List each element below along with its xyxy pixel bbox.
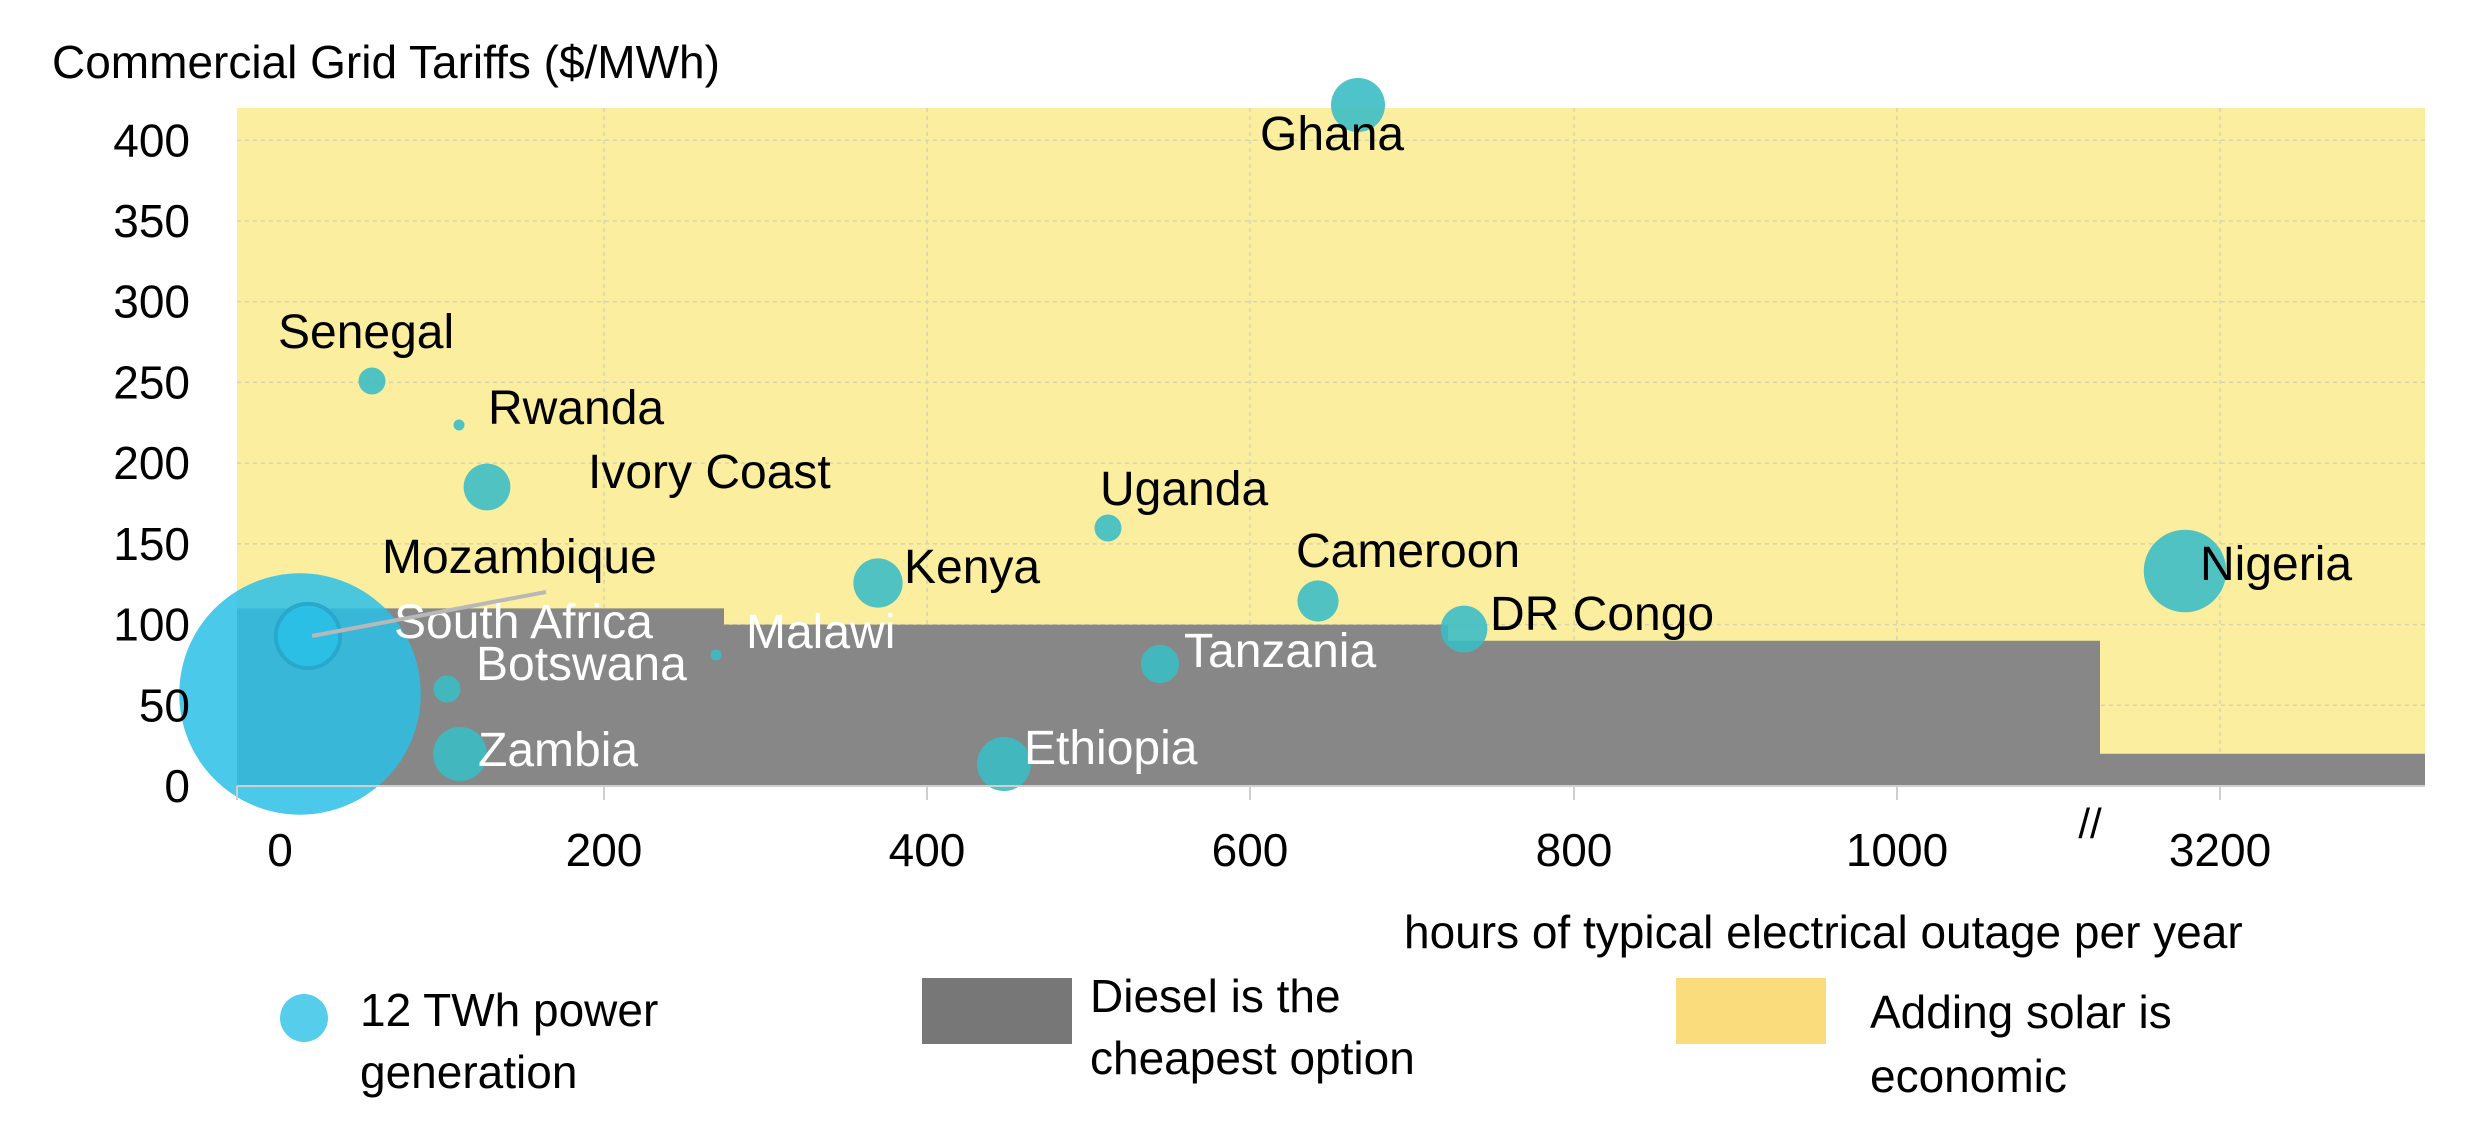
label-senegal: Senegal xyxy=(278,306,454,359)
label-kenya: Kenya xyxy=(904,541,1040,594)
label-nigeria: Nigeria xyxy=(2200,538,2352,591)
legend-label: economic xyxy=(1870,1050,2067,1102)
y-tick-label: 150 xyxy=(113,518,190,570)
legend-label: 12 TWh power xyxy=(360,984,658,1036)
x-tick-label: 0 xyxy=(267,824,293,876)
mozambique-leader-line xyxy=(311,590,547,638)
axis-break-mark: // xyxy=(2078,800,2102,847)
bubble-kenya xyxy=(853,558,903,608)
bubbles xyxy=(179,78,2227,815)
bubble-cameroon xyxy=(1297,580,1339,622)
y-tick-label: 200 xyxy=(113,437,190,489)
label-botswana: Botswana xyxy=(476,638,687,691)
y-tick-label: 350 xyxy=(113,195,190,247)
y-tick-label: 250 xyxy=(113,356,190,408)
diesel-area xyxy=(237,608,2425,786)
y-axis-title: Commercial Grid Tariffs ($/MWh) xyxy=(52,36,720,88)
bubble-botswana xyxy=(433,675,461,703)
legend-label: Diesel is the xyxy=(1090,970,1341,1022)
legend-label: cheapest option xyxy=(1090,1032,1415,1084)
y-tick-label: 100 xyxy=(113,599,190,651)
label-dr-congo: DR Congo xyxy=(1490,588,1714,641)
y-tick-label: 400 xyxy=(113,114,190,166)
label-south-africa: South Africa xyxy=(394,596,653,649)
x-tick-label: 1000 xyxy=(1846,824,1948,876)
x-tick-label: 600 xyxy=(1212,824,1289,876)
label-zambia: Zambia xyxy=(478,724,638,777)
label-ivory-coast: Ivory Coast xyxy=(588,446,831,499)
y-tick-label: 0 xyxy=(164,760,190,812)
y-axis: 0 50 100 150 200 250 300 350 400 xyxy=(113,114,190,812)
bubble-ethiopia xyxy=(977,737,1031,791)
bubble-ivory-coast xyxy=(463,463,511,511)
legend-diesel-swatch xyxy=(922,978,1072,1044)
y-tick-label: 50 xyxy=(139,679,190,731)
gridlines xyxy=(237,108,2425,787)
bubble-senegal xyxy=(358,367,386,395)
bubble-south-africa xyxy=(179,573,421,815)
bubble-ghana xyxy=(1331,78,1385,132)
bubble-labels: Ghana Senegal Rwanda Ivory Coast Uganda Kenya… xyxy=(278,108,2352,777)
label-ethiopia: Ethiopia xyxy=(1024,722,1198,775)
label-malawi: Malawi xyxy=(746,606,895,659)
label-tanzania: Tanzania xyxy=(1184,625,1376,678)
legend-label: generation xyxy=(360,1046,577,1098)
bubble-rwanda xyxy=(453,419,465,431)
x-tick-label: 200 xyxy=(566,824,643,876)
x-tick-label: 400 xyxy=(889,824,966,876)
label-ghana: Ghana xyxy=(1260,108,1404,161)
label-mozambique: Mozambique xyxy=(382,531,657,584)
diesel-region xyxy=(237,608,2425,786)
x-axis-title: hours of typical electrical outage per y… xyxy=(1404,906,2243,958)
legend-bubble-swatch xyxy=(280,994,328,1042)
bubble-dr-congo xyxy=(1440,605,1488,653)
y-tick-label: 300 xyxy=(113,276,190,328)
label-uganda: Uganda xyxy=(1100,463,1268,516)
legend-label: Adding solar is xyxy=(1870,986,2172,1038)
x-axis: 0 200 400 600 800 1000 3200 // xyxy=(236,785,2425,876)
bubble-nigeria xyxy=(2143,529,2227,613)
legend: 12 TWh power generation Diesel is the cheap… xyxy=(280,970,2172,1102)
bubble-tanzania xyxy=(1140,644,1180,684)
bubble-zambia xyxy=(433,727,487,781)
label-cameroon: Cameroon xyxy=(1296,525,1520,578)
x-tick-label: 3200 xyxy=(2169,824,2271,876)
bubble-uganda xyxy=(1094,514,1122,542)
bubble-malawi xyxy=(710,649,722,661)
legend-solar-swatch xyxy=(1676,978,1826,1044)
x-tick-label: 800 xyxy=(1536,824,1613,876)
label-rwanda: Rwanda xyxy=(488,382,664,435)
